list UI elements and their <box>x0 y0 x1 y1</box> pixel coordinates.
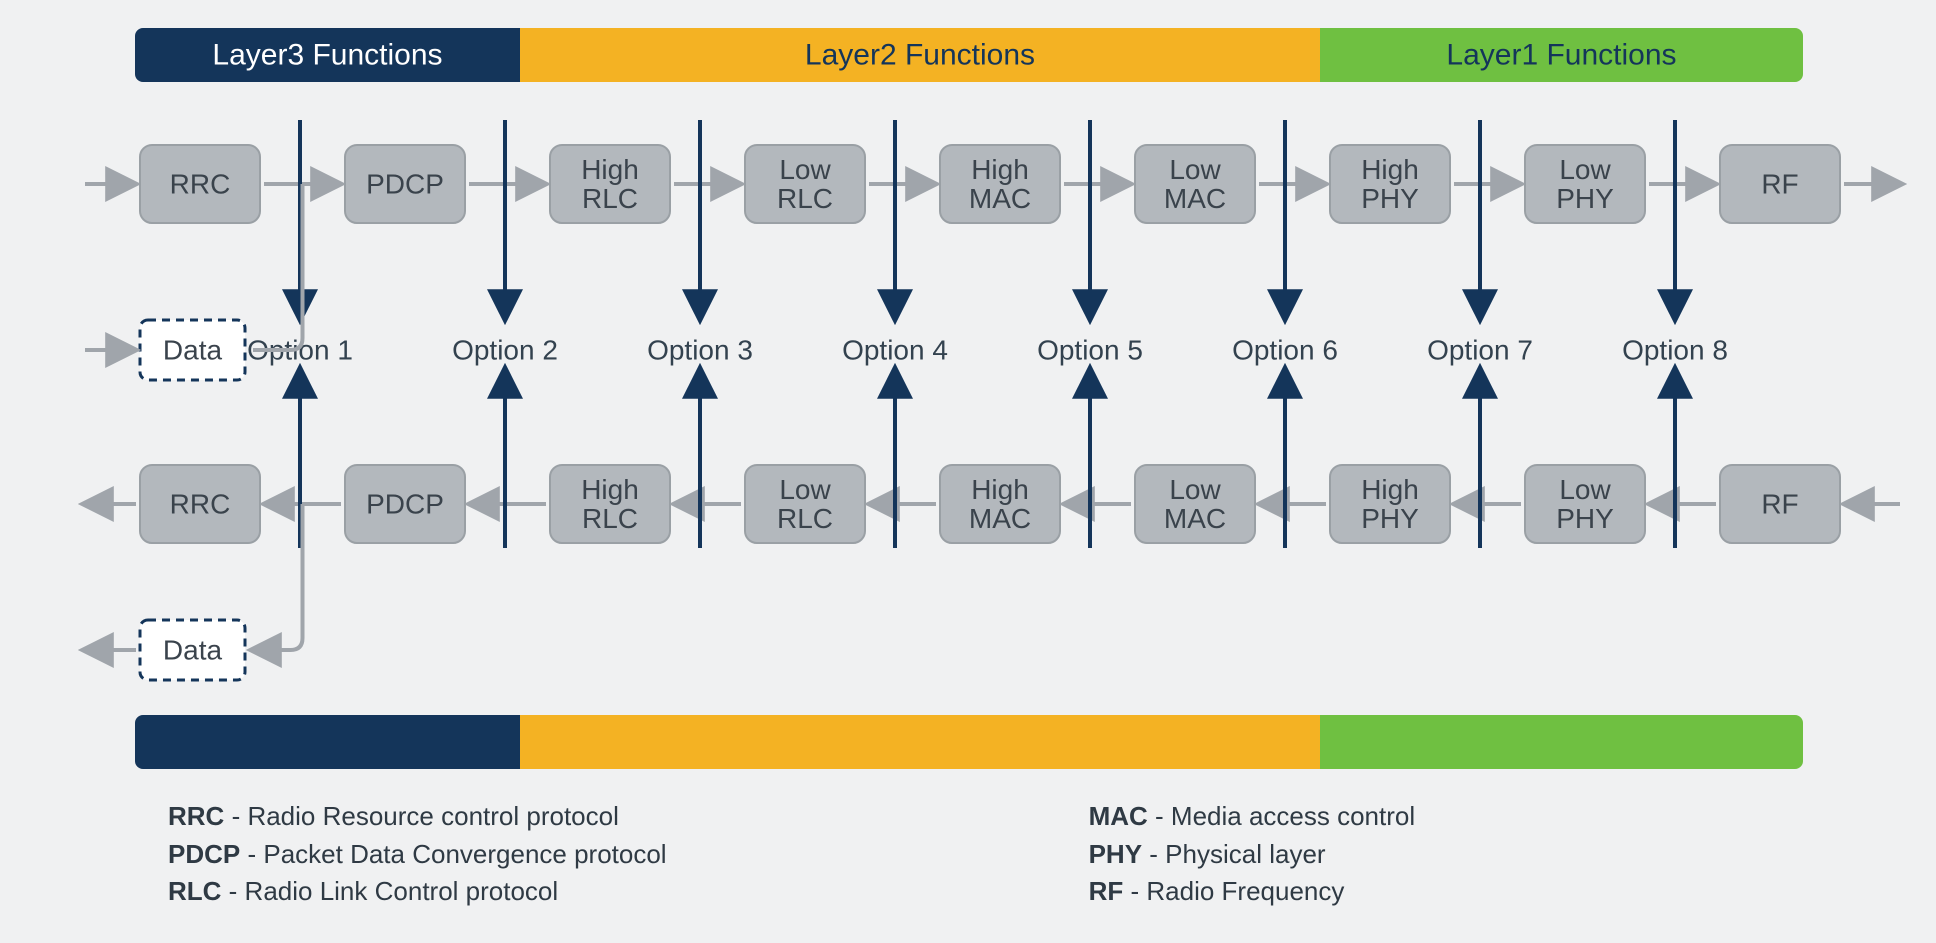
bot-node-4-label: MAC <box>969 503 1031 534</box>
option-label-4: Option 4 <box>842 335 948 366</box>
top-node-7-label: PHY <box>1556 183 1614 214</box>
top-node-3-label: RLC <box>777 183 833 214</box>
bot-node-5-label: MAC <box>1164 503 1226 534</box>
option-label-5: Option 5 <box>1037 335 1143 366</box>
top-node-4-label: MAC <box>969 183 1031 214</box>
option-label-6: Option 6 <box>1232 335 1338 366</box>
option-label-8: Option 8 <box>1622 335 1728 366</box>
legend-col-right: MAC - Media access controlPHY - Physical… <box>1089 798 1416 911</box>
legend: RRC - Radio Resource control protocolPDC… <box>168 798 1595 911</box>
legend-item: RRC - Radio Resource control protocol <box>168 798 667 836</box>
top-node-6-label: High <box>1361 154 1419 185</box>
bot-node-7-label: Low <box>1559 474 1611 505</box>
bot-node-8-label: RF <box>1761 489 1798 520</box>
top-node-8-label: RF <box>1761 169 1798 200</box>
option-label-2: Option 2 <box>452 335 558 366</box>
bot-node-1-label: PDCP <box>366 489 444 520</box>
bot-node-2-label: High <box>581 474 639 505</box>
layer-header-label: Layer3 Functions <box>212 39 442 72</box>
legend-item: PHY - Physical layer <box>1089 836 1416 874</box>
data-box-bot-label: Data <box>163 635 223 666</box>
option-label-7: Option 7 <box>1427 335 1533 366</box>
option-label-3: Option 3 <box>647 335 753 366</box>
bot-node-5-label: Low <box>1169 474 1221 505</box>
layer-header-label: Layer1 Functions <box>1446 39 1676 72</box>
bot-node-3-label: RLC <box>777 503 833 534</box>
top-node-2-label: High <box>581 154 639 185</box>
top-node-6-label: PHY <box>1361 183 1419 214</box>
bot-node-0-label: RRC <box>170 489 231 520</box>
top-node-4-label: High <box>971 154 1029 185</box>
top-node-7-label: Low <box>1559 154 1611 185</box>
top-node-0-label: RRC <box>170 169 231 200</box>
legend-item: RF - Radio Frequency <box>1089 873 1416 911</box>
legend-item: RLC - Radio Link Control protocol <box>168 873 667 911</box>
legend-item: MAC - Media access control <box>1089 798 1416 836</box>
bot-node-6-label: PHY <box>1361 503 1419 534</box>
top-node-1-label: PDCP <box>366 169 444 200</box>
layer-header-label: Layer2 Functions <box>805 39 1035 72</box>
top-node-5-label: Low <box>1169 154 1221 185</box>
top-node-2-label: RLC <box>582 183 638 214</box>
top-node-5-label: MAC <box>1164 183 1226 214</box>
bot-node-4-label: High <box>971 474 1029 505</box>
legend-col-left: RRC - Radio Resource control protocolPDC… <box>168 798 667 911</box>
diagram-canvas: { "type":"flowchart", "canvas":{"w":1936… <box>0 0 1936 943</box>
legend-item: PDCP - Packet Data Convergence protocol <box>168 836 667 874</box>
bot-node-2-label: RLC <box>582 503 638 534</box>
bot-node-3-label: Low <box>779 474 831 505</box>
data-box-top-label: Data <box>163 335 223 366</box>
top-node-3-label: Low <box>779 154 831 185</box>
bot-node-6-label: High <box>1361 474 1419 505</box>
bot-node-7-label: PHY <box>1556 503 1614 534</box>
